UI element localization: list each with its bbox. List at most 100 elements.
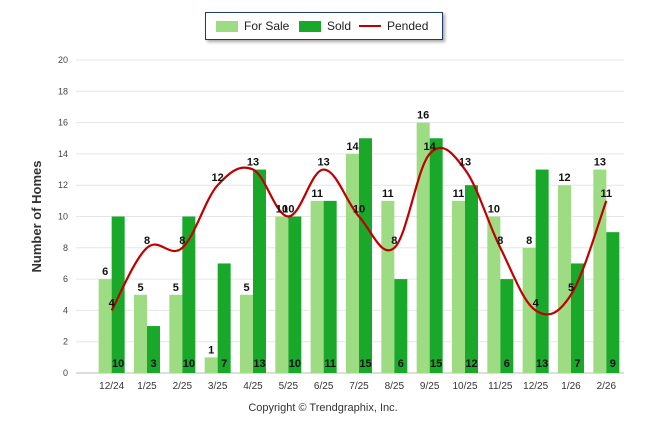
bar-for-sale-7/25 xyxy=(346,153,359,373)
x-tick-label-4/25: 4/25 xyxy=(243,381,263,392)
y-tick-label-4: 4 xyxy=(63,305,68,315)
y-tick-label-8: 8 xyxy=(63,243,68,253)
legend-item-pended[interactable]: Pended xyxy=(359,13,428,39)
y-tick-label-0: 0 xyxy=(63,368,68,378)
label-pended-6/25: 13 xyxy=(318,157,330,169)
x-tick-label-10/25: 10/25 xyxy=(452,381,477,392)
bar-for-sale-6/25 xyxy=(310,200,324,373)
legend-swatch-sold xyxy=(299,20,321,32)
bar-sold-1/25 xyxy=(147,326,160,373)
x-tick-label-8/25: 8/25 xyxy=(385,381,405,392)
bar-for-sale-5/25 xyxy=(275,216,289,373)
label-for-sale-5/25: 10 xyxy=(276,204,288,216)
label-sold-4/25: 13 xyxy=(253,358,265,370)
x-tick-label-1/26: 1/26 xyxy=(561,381,581,392)
x-tick-label-12/25: 12/25 xyxy=(523,381,548,392)
label-for-sale-12/25: 8 xyxy=(526,235,532,247)
label-pended-2/25: 8 xyxy=(179,235,185,247)
label-sold-7/25: 15 xyxy=(359,358,371,370)
label-sold-1/25: 3 xyxy=(150,358,156,370)
bar-sold-8/25 xyxy=(394,279,408,373)
label-sold-5/25: 10 xyxy=(289,358,301,370)
label-pended-2/26: 11 xyxy=(601,188,613,200)
y-tick-label-6: 6 xyxy=(63,274,68,284)
bar-sold-10/25 xyxy=(465,185,478,373)
legend-item-sold[interactable]: Sold xyxy=(299,13,351,39)
label-sold-12/25: 13 xyxy=(536,358,548,370)
bar-for-sale-12/25 xyxy=(522,247,536,373)
x-tick-label-3/25: 3/25 xyxy=(208,381,228,392)
y-tick-label-12: 12 xyxy=(58,180,68,190)
bar-sold-4/25 xyxy=(253,169,266,373)
legend-label-for-sale: For Sale xyxy=(244,19,290,33)
label-for-sale-1/26: 12 xyxy=(558,172,570,184)
x-tick-label-6/25: 6/25 xyxy=(314,381,334,392)
x-tick-label-1/25: 1/25 xyxy=(137,381,157,392)
chart-legend: For Sale Sold Pended xyxy=(205,12,443,40)
label-for-sale-12/24: 6 xyxy=(102,266,108,278)
bar-sold-5/25 xyxy=(288,216,302,373)
y-tick-label-14: 14 xyxy=(58,149,68,159)
label-pended-12/24: 4 xyxy=(109,297,116,309)
x-tick-label-12/24: 12/24 xyxy=(99,381,124,392)
bar-for-sale-10/25 xyxy=(452,200,465,373)
label-pended-1/26: 5 xyxy=(568,282,574,294)
label-for-sale-10/25: 11 xyxy=(453,188,465,200)
label-for-sale-7/25: 14 xyxy=(346,141,359,153)
y-tick-label-2: 2 xyxy=(63,337,68,347)
bar-for-sale-3/25 xyxy=(204,357,218,373)
x-tick-label-7/25: 7/25 xyxy=(349,381,369,392)
bar-sold-11/25 xyxy=(500,279,514,373)
label-sold-3/25: 7 xyxy=(221,358,227,370)
label-sold-2/25: 10 xyxy=(183,358,195,370)
x-tick-label-2/26: 2/26 xyxy=(597,381,617,392)
label-pended-1/25: 8 xyxy=(144,235,150,247)
bar-sold-2/26 xyxy=(606,232,620,373)
label-pended-4/25: 13 xyxy=(247,157,259,169)
label-pended-10/25: 13 xyxy=(459,157,471,169)
legend-label-sold: Sold xyxy=(327,19,352,33)
bar-sold-6/25 xyxy=(323,200,337,373)
label-pended-7/25: 10 xyxy=(353,204,365,216)
x-tick-label-11/25: 11/25 xyxy=(488,381,513,392)
label-for-sale-2/25: 5 xyxy=(173,282,179,294)
bar-sold-2/25 xyxy=(182,216,196,373)
label-sold-1/26: 7 xyxy=(574,358,580,370)
bar-for-sale-11/25 xyxy=(487,216,501,373)
bar-sold-3/25 xyxy=(217,263,231,373)
legend-item-for-sale[interactable]: For Sale xyxy=(216,13,289,39)
y-tick-label-20: 20 xyxy=(58,55,68,65)
y-tick-label-18: 18 xyxy=(58,86,68,96)
bar-for-sale-1/26 xyxy=(558,185,571,373)
label-sold-2/26: 9 xyxy=(610,358,616,370)
label-pended-3/25: 12 xyxy=(212,172,224,184)
x-tick-label-9/25: 9/25 xyxy=(420,381,440,392)
label-sold-9/25: 15 xyxy=(430,358,442,370)
bar-for-sale-12/24 xyxy=(98,279,112,373)
bar-for-sale-1/25 xyxy=(134,294,147,373)
label-for-sale-9/25: 16 xyxy=(417,110,429,122)
label-sold-12/24: 10 xyxy=(112,358,124,370)
x-tick-label-5/25: 5/25 xyxy=(279,381,299,392)
legend-swatch-for-sale xyxy=(216,20,238,32)
label-pended-5/25: 10 xyxy=(282,204,294,216)
copyright-text: Copyright © Trendgraphix, Inc. xyxy=(248,402,398,414)
label-for-sale-8/25: 11 xyxy=(382,188,394,200)
label-for-sale-11/25: 10 xyxy=(488,204,500,216)
bar-for-sale-4/25 xyxy=(240,294,253,373)
label-for-sale-2/26: 13 xyxy=(594,157,606,169)
bar-for-sale-2/26 xyxy=(593,169,607,373)
x-tick-label-2/25: 2/25 xyxy=(173,381,193,392)
label-for-sale-6/25: 11 xyxy=(311,188,323,200)
bar-for-sale-2/25 xyxy=(169,294,183,373)
label-pended-12/25: 4 xyxy=(533,297,540,309)
label-sold-10/25: 12 xyxy=(465,358,477,370)
label-pended-9/25: 14 xyxy=(424,141,437,153)
bar-sold-7/25 xyxy=(359,138,372,373)
label-sold-8/25: 6 xyxy=(398,358,404,370)
bar-sold-9/25 xyxy=(429,138,443,373)
label-for-sale-3/25: 1 xyxy=(208,344,214,356)
line-pended xyxy=(110,146,608,316)
legend-line-pended xyxy=(359,25,381,27)
